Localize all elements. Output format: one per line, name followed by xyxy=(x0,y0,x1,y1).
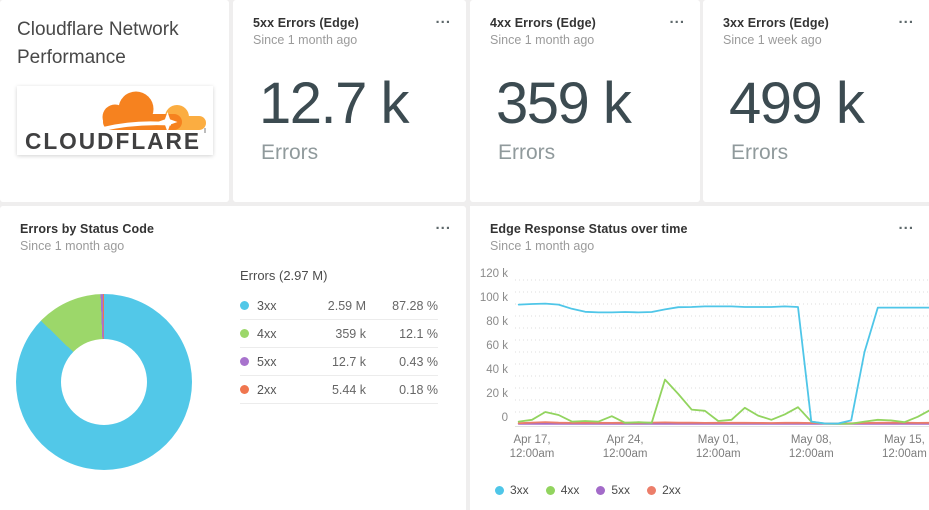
timeseries-legend-item[interactable]: 5xx xyxy=(596,483,630,497)
cloud-icon xyxy=(102,91,206,132)
ellipsis-menu-icon[interactable]: ... xyxy=(435,10,451,27)
legend-label: 3xx xyxy=(257,298,277,313)
svg-text:12:00am: 12:00am xyxy=(510,448,555,460)
cloudflare-wordmark: CLOUDFLARE xyxy=(25,128,201,154)
legend-label: 3xx xyxy=(510,483,529,497)
legend-color-dot xyxy=(596,485,606,495)
timeseries-legend-item[interactable]: 3xx xyxy=(495,483,529,497)
ellipsis-menu-icon[interactable]: ... xyxy=(435,216,451,233)
svg-text:Apr 17,: Apr 17, xyxy=(513,434,550,446)
legend-color-dot xyxy=(240,385,249,394)
timeseries-legend: 3xx 4xx 5xx 2xx xyxy=(495,483,681,497)
legend-value: 359 k xyxy=(335,326,366,341)
legend-row[interactable]: 2xx 5.44 k 0.18 % xyxy=(240,376,438,404)
legend-label: 2xx xyxy=(257,382,277,397)
errors-by-status-card: Errors by Status Code Since 1 month ago … xyxy=(0,206,466,510)
donut-chart[interactable] xyxy=(16,294,192,470)
donut-hole xyxy=(61,339,147,425)
legend-row[interactable]: 5xx 12.7 k 0.43 % xyxy=(240,348,438,376)
timeseries-legend-item[interactable]: 4xx xyxy=(545,483,580,497)
legend-value: 5.44 k xyxy=(331,382,366,397)
svg-text:60 k: 60 k xyxy=(486,340,508,352)
stat-card-subtitle: Since 1 week ago xyxy=(723,33,822,47)
stat-card-5xx: 5xx Errors (Edge) Since 1 month ago ... … xyxy=(233,0,466,202)
svg-text:Apr 24,: Apr 24, xyxy=(607,434,644,446)
legend-row[interactable]: 3xx 2.59 M 87.28 % xyxy=(240,292,438,320)
stat-unit: Errors xyxy=(731,141,789,164)
pie-legend: Errors (2.97 M) 3xx 2.59 M 87.28 % 4xx 3… xyxy=(240,268,438,404)
stat-card-subtitle: Since 1 month ago xyxy=(253,33,358,47)
edge-response-status-card: Edge Response Status over time Since 1 m… xyxy=(470,206,929,510)
timeseries-chart[interactable]: 0 20 k 40 k 60 k 80 k 100 k 120 k Apr 17, 12:00a… xyxy=(470,262,929,474)
cloudflare-logo-image: CLOUDFLARE xyxy=(25,91,206,154)
stat-unit: Errors xyxy=(498,141,556,164)
card-subtitle: Since 1 month ago xyxy=(490,239,595,253)
card-subtitle: Since 1 month ago xyxy=(20,239,125,253)
svg-text:May 08,: May 08, xyxy=(791,434,832,446)
legend-color-dot xyxy=(495,485,504,495)
timeseries-legend-item[interactable]: 2xx xyxy=(647,483,681,497)
stat-card-subtitle: Since 1 month ago xyxy=(490,33,595,47)
svg-text:0: 0 xyxy=(502,412,508,424)
cloudflare-logo: CLOUDFLARE xyxy=(17,86,213,155)
svg-text:12:00am: 12:00am xyxy=(696,448,741,460)
legend-row[interactable]: 4xx 359 k 12.1 % xyxy=(240,320,438,348)
ellipsis-menu-icon[interactable]: ... xyxy=(898,10,914,27)
ellipsis-menu-icon[interactable]: ... xyxy=(669,10,685,27)
card-title: Errors by Status Code xyxy=(20,222,155,236)
stat-card-title: 3xx Errors (Edge) xyxy=(723,16,829,30)
legend-percent: 87.28 % xyxy=(392,298,438,313)
stat-value: 359 k xyxy=(496,71,632,136)
legend-color-dot xyxy=(240,329,249,338)
stat-card-title: 4xx Errors (Edge) xyxy=(490,16,596,30)
legend-percent: 12.1 % xyxy=(399,326,438,341)
stat-value: 12.7 k xyxy=(259,71,410,136)
page-title: Cloudflare Network Performance xyxy=(17,19,179,68)
svg-text:12:00am: 12:00am xyxy=(603,448,648,460)
legend-label: 4xx xyxy=(257,326,277,341)
legend-label: 4xx xyxy=(560,483,580,497)
stat-value: 499 k xyxy=(729,71,865,136)
legend-percent: 0.43 % xyxy=(399,354,438,369)
pie-legend-rows: 3xx 2.59 M 87.28 % 4xx 359 k 12.1 % 5xx … xyxy=(240,292,438,404)
legend-label: 5xx xyxy=(611,483,631,497)
stat-card-title: 5xx Errors (Edge) xyxy=(253,16,359,30)
legend-color-dot xyxy=(545,485,555,495)
stat-card-3xx: 3xx Errors (Edge) Since 1 week ago ... 4… xyxy=(703,0,929,202)
legend-value: 2.59 M xyxy=(327,298,366,313)
stat-unit: Errors xyxy=(261,141,319,164)
svg-text:May 01,: May 01, xyxy=(698,434,739,446)
legend-color-dot xyxy=(240,301,249,310)
legend-label: 2xx xyxy=(662,483,681,497)
svg-text:100 k: 100 k xyxy=(480,292,508,304)
title-card: Cloudflare Network Performance CLOUDFLAR… xyxy=(0,0,229,202)
ellipsis-menu-icon[interactable]: ... xyxy=(898,216,914,233)
legend-value: 12.7 k xyxy=(331,354,366,369)
pie-legend-header: Errors (2.97 M) xyxy=(240,268,328,283)
svg-text:20 k: 20 k xyxy=(486,388,508,400)
svg-text:May 15,: May 15, xyxy=(884,434,925,446)
svg-text:40 k: 40 k xyxy=(486,364,508,376)
legend-color-dot xyxy=(240,357,249,366)
card-title: Edge Response Status over time xyxy=(490,222,688,236)
legend-color-dot xyxy=(647,485,657,495)
svg-text:12:00am: 12:00am xyxy=(882,448,927,460)
svg-text:12:00am: 12:00am xyxy=(789,448,834,460)
stat-card-4xx: 4xx Errors (Edge) Since 1 month ago ... … xyxy=(470,0,700,202)
svg-text:80 k: 80 k xyxy=(486,316,508,328)
svg-text:120 k: 120 k xyxy=(480,268,508,280)
legend-percent: 0.18 % xyxy=(399,382,438,397)
legend-label: 5xx xyxy=(257,354,277,369)
